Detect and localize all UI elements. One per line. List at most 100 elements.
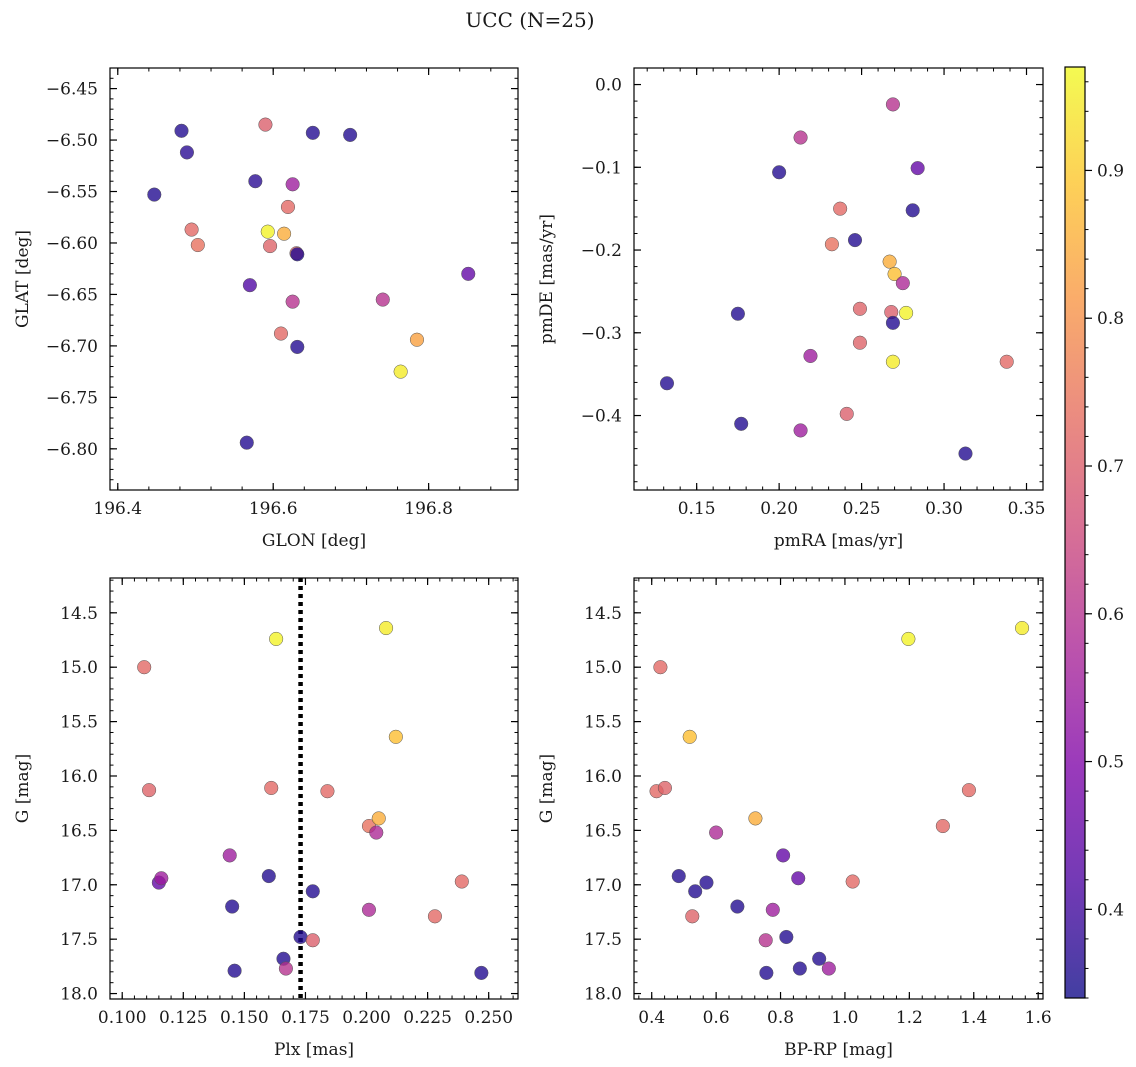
data-point — [305, 125, 320, 140]
data-point — [852, 301, 867, 316]
x-axis-label: GLON [deg] — [262, 531, 366, 551]
colorbar-tick-label: 0.6 — [1097, 605, 1124, 625]
y-axis-label: GLAT [deg] — [13, 230, 33, 328]
data-point — [887, 266, 902, 282]
colorbar-ticks: 0.4 0.5 0.6 0.7 0.8 0.9 — [1085, 81, 1124, 999]
data-point — [847, 233, 863, 248]
data-point — [730, 899, 745, 914]
y-tick-label: 17.5 — [60, 930, 98, 950]
data-point — [142, 783, 157, 798]
data-point — [137, 660, 152, 675]
data-point — [812, 951, 827, 966]
x-tick-label: 0.25 — [843, 499, 881, 519]
data-point — [174, 123, 189, 138]
data-point — [958, 446, 973, 461]
data-point — [833, 201, 848, 216]
y-tick-label: 15.5 — [584, 713, 622, 733]
panel-2: 0.15 0.20 0.25 0.30 0.35 0.0 −0.1 −0.2 −0.3 −0.4 p… — [537, 67, 1046, 551]
data-point — [765, 902, 780, 917]
data-point — [1015, 620, 1030, 636]
y-axis-label: G [mag] — [13, 754, 33, 823]
y-tick-label: −0.3 — [581, 324, 622, 344]
y-tick-label: −6.60 — [46, 234, 98, 254]
y-tick-label: −0.4 — [581, 407, 622, 427]
data-point — [657, 780, 672, 796]
y-tick-label: 15.5 — [60, 713, 98, 733]
x-tick-label: 1.4 — [960, 1008, 987, 1028]
colorbar-tick-label: 0.9 — [1097, 161, 1124, 181]
data-point — [758, 933, 773, 948]
y-tick-label: 16.0 — [584, 767, 622, 787]
data-point — [730, 306, 745, 321]
data-point — [779, 929, 794, 945]
data-point — [179, 145, 194, 160]
data-point — [885, 315, 900, 330]
data-point — [305, 933, 320, 948]
data-point — [759, 965, 774, 980]
y-tick-label: 15.0 — [60, 658, 98, 678]
data-point — [792, 961, 807, 976]
y-tick-label: −6.45 — [46, 80, 98, 100]
panel-4: 0.4 0.6 0.8 1.0 1.2 1.4 1.6 14.5 15.0 15.5 16.0 16.… — [537, 577, 1052, 1060]
data-point — [278, 961, 293, 976]
panel-1: 196.4 196.6 196.8 −6.45 −6.50 −6.55 −6.60 −6.65… — [13, 67, 519, 551]
data-point — [280, 199, 296, 215]
x-tick-label: 1.0 — [831, 1008, 858, 1028]
data-point — [277, 226, 292, 241]
data-point — [882, 254, 897, 269]
colorbar-frame — [1064, 66, 1086, 999]
data-point — [776, 848, 791, 863]
data-point — [263, 239, 278, 254]
data-point — [905, 203, 920, 218]
axes-frame — [633, 67, 1044, 491]
data-point — [839, 406, 854, 421]
data-point — [285, 177, 300, 192]
y-tick-label: 17.0 — [584, 876, 622, 896]
y-tick-label: 18.0 — [60, 985, 98, 1005]
data-point — [791, 871, 806, 886]
data-point — [772, 165, 787, 180]
data-point — [361, 902, 377, 917]
data-point — [885, 97, 900, 112]
y-tick-label: −0.2 — [581, 241, 622, 261]
x-tick-label: 0.15 — [678, 499, 716, 519]
y-tick-label: 15.0 — [584, 658, 622, 678]
data-point — [293, 929, 308, 945]
y-tick-label: −6.55 — [46, 183, 98, 203]
axes-frame — [109, 67, 519, 491]
y-tick-label: −6.70 — [46, 337, 98, 357]
data-point — [305, 884, 320, 899]
colorbar-gradient — [1065, 67, 1085, 998]
data-point — [239, 435, 254, 450]
data-point — [852, 335, 867, 350]
y-tick-label: −6.65 — [46, 285, 98, 305]
x-tick-label: 0.30 — [925, 499, 963, 519]
y-axis-label: pmDE [mas/yr] — [537, 214, 557, 344]
x-tick-label: 0.200 — [342, 1008, 391, 1028]
y-tick-label: 14.5 — [60, 604, 98, 624]
data-point — [845, 874, 860, 889]
y-tick-label: 0.0 — [595, 76, 622, 96]
data-point — [671, 869, 686, 884]
x-axis-label: pmRA [mas/yr] — [774, 531, 903, 551]
data-point — [227, 963, 242, 978]
data-point — [242, 278, 257, 293]
x-tick-label: 0.225 — [403, 1008, 452, 1028]
data-point — [409, 332, 425, 347]
data-point — [371, 811, 386, 826]
panels: 196.4 196.6 196.8 −6.45 −6.50 −6.55 −6.60 −6.65… — [13, 67, 1052, 1060]
y-tick-label: −6.50 — [46, 131, 98, 151]
x-tick-label: 0.35 — [1008, 499, 1046, 519]
colorbar-tick-label: 0.8 — [1097, 309, 1124, 329]
x-tick-label: 0.8 — [767, 1008, 794, 1028]
data-point — [375, 292, 390, 307]
data-point — [682, 729, 697, 744]
data-point — [260, 224, 275, 239]
data-point — [264, 780, 279, 796]
data-point — [688, 884, 703, 899]
y-tick-label: 16.5 — [60, 821, 98, 841]
data-point — [379, 620, 394, 636]
data-point — [147, 187, 162, 202]
data-point — [225, 899, 240, 914]
y-axis-label: G [mag] — [537, 754, 557, 823]
